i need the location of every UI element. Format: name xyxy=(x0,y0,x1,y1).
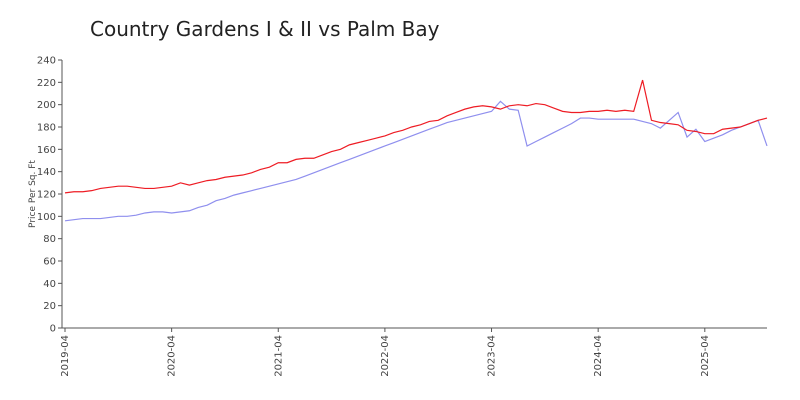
y-tick-label: 220 xyxy=(37,78,56,89)
series-line xyxy=(64,100,768,222)
y-tick-label: 20 xyxy=(43,301,56,312)
y-tick-label: 0 xyxy=(50,324,56,335)
x-tick-label: 2024-04 xyxy=(593,335,604,377)
y-tick-label: 180 xyxy=(37,123,56,134)
x-tick-label: 2023-04 xyxy=(487,335,498,377)
y-tick-label: 60 xyxy=(43,257,56,268)
y-axis-label: Price Per Sq. Ft xyxy=(28,160,38,228)
series-line xyxy=(64,79,768,194)
chart-title: Country Gardens I & II vs Palm Bay xyxy=(90,17,440,41)
y-tick-label: 100 xyxy=(37,212,56,223)
y-tick-label: 140 xyxy=(37,167,56,178)
y-tick-label: 200 xyxy=(37,100,56,111)
y-tick-label: 240 xyxy=(37,56,56,67)
x-tick-label: 2022-04 xyxy=(380,335,391,377)
y-tick-label: 160 xyxy=(37,145,56,156)
x-tick-label: 2020-04 xyxy=(167,335,178,377)
y-tick-label: 80 xyxy=(43,234,56,245)
y-tick-label: 120 xyxy=(37,190,56,201)
x-tick-label: 2021-04 xyxy=(273,335,284,377)
x-tick-label: 2019-04 xyxy=(60,335,71,377)
y-tick-label: 40 xyxy=(43,279,56,290)
x-tick-label: 2025-04 xyxy=(700,335,711,377)
